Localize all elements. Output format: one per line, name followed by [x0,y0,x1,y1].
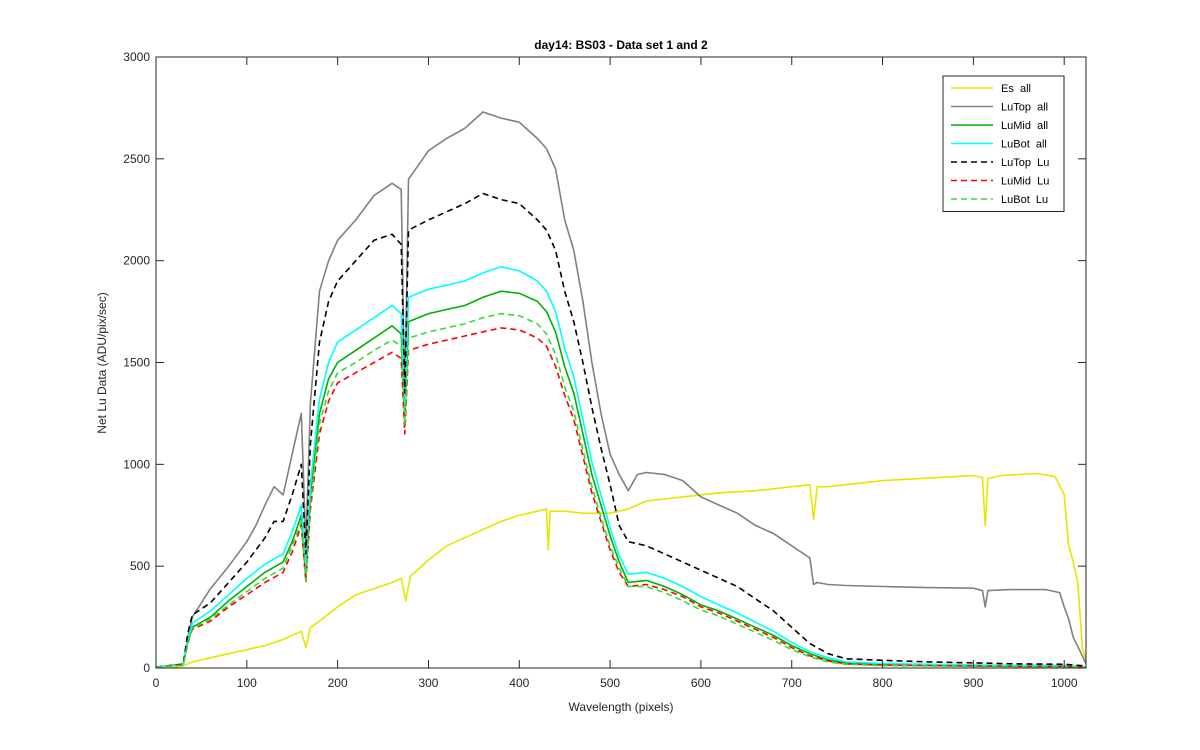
legend: Es all LuTop all LuMid all LuBot all LuTop L… [942,75,1065,212]
y-tick-label: 1500 [123,356,150,370]
series-line-es-all [156,472,1086,668]
y-tick-label: 3000 [123,50,150,64]
chart-title: day14: BS03 - Data set 1 and 2 [534,38,708,52]
legend-label: LuTop all [1001,102,1048,114]
x-tick-label: 800 [873,676,893,690]
x-tick-label: 200 [328,676,348,690]
y-tick-label: 500 [130,559,150,573]
y-tick-label: 2000 [123,254,150,268]
series-layer [156,111,1086,668]
y-tick-label: 1000 [123,457,150,471]
legend-label: LuBot all [1001,139,1047,151]
x-tick-label: 600 [691,676,711,690]
y-axis-label: Net Lu Data (ADU/pix/sec) [95,292,109,433]
x-axis: 0 100 200 300 400 500 600 700 800 900 1000 [153,57,1078,690]
x-tick-label: 0 [153,676,160,690]
y-tick-label: 0 [143,661,150,675]
x-tick-label: 700 [782,676,802,690]
x-tick-label: 500 [600,676,620,690]
x-tick-label: 400 [509,676,529,690]
series-line-lumid-lu [156,327,1086,668]
legend-label: LuMid Lu [1001,176,1049,188]
legend-label: LuMid all [1001,120,1048,132]
y-axis: 0 500 1000 1500 2000 2500 3000 [123,50,1086,675]
legend-label: Es all [1001,83,1031,95]
x-axis-label: Wavelength (pixels) [569,700,674,714]
series-line-lubot-lu [156,312,1086,668]
series-line-lutop-all [156,111,1086,668]
x-tick-label: 900 [963,676,983,690]
x-tick-label: 300 [418,676,438,690]
legend-label: LuBot Lu [1001,194,1048,206]
series-line-lumid-all [156,290,1086,668]
series-line-lubot-all [156,266,1086,668]
series-line-lutop-lu [156,192,1086,668]
legend-label: LuTop Lu [1001,157,1049,169]
x-tick-label: 1000 [1051,676,1078,690]
x-tick-label: 100 [237,676,257,690]
y-tick-label: 2500 [123,152,150,166]
